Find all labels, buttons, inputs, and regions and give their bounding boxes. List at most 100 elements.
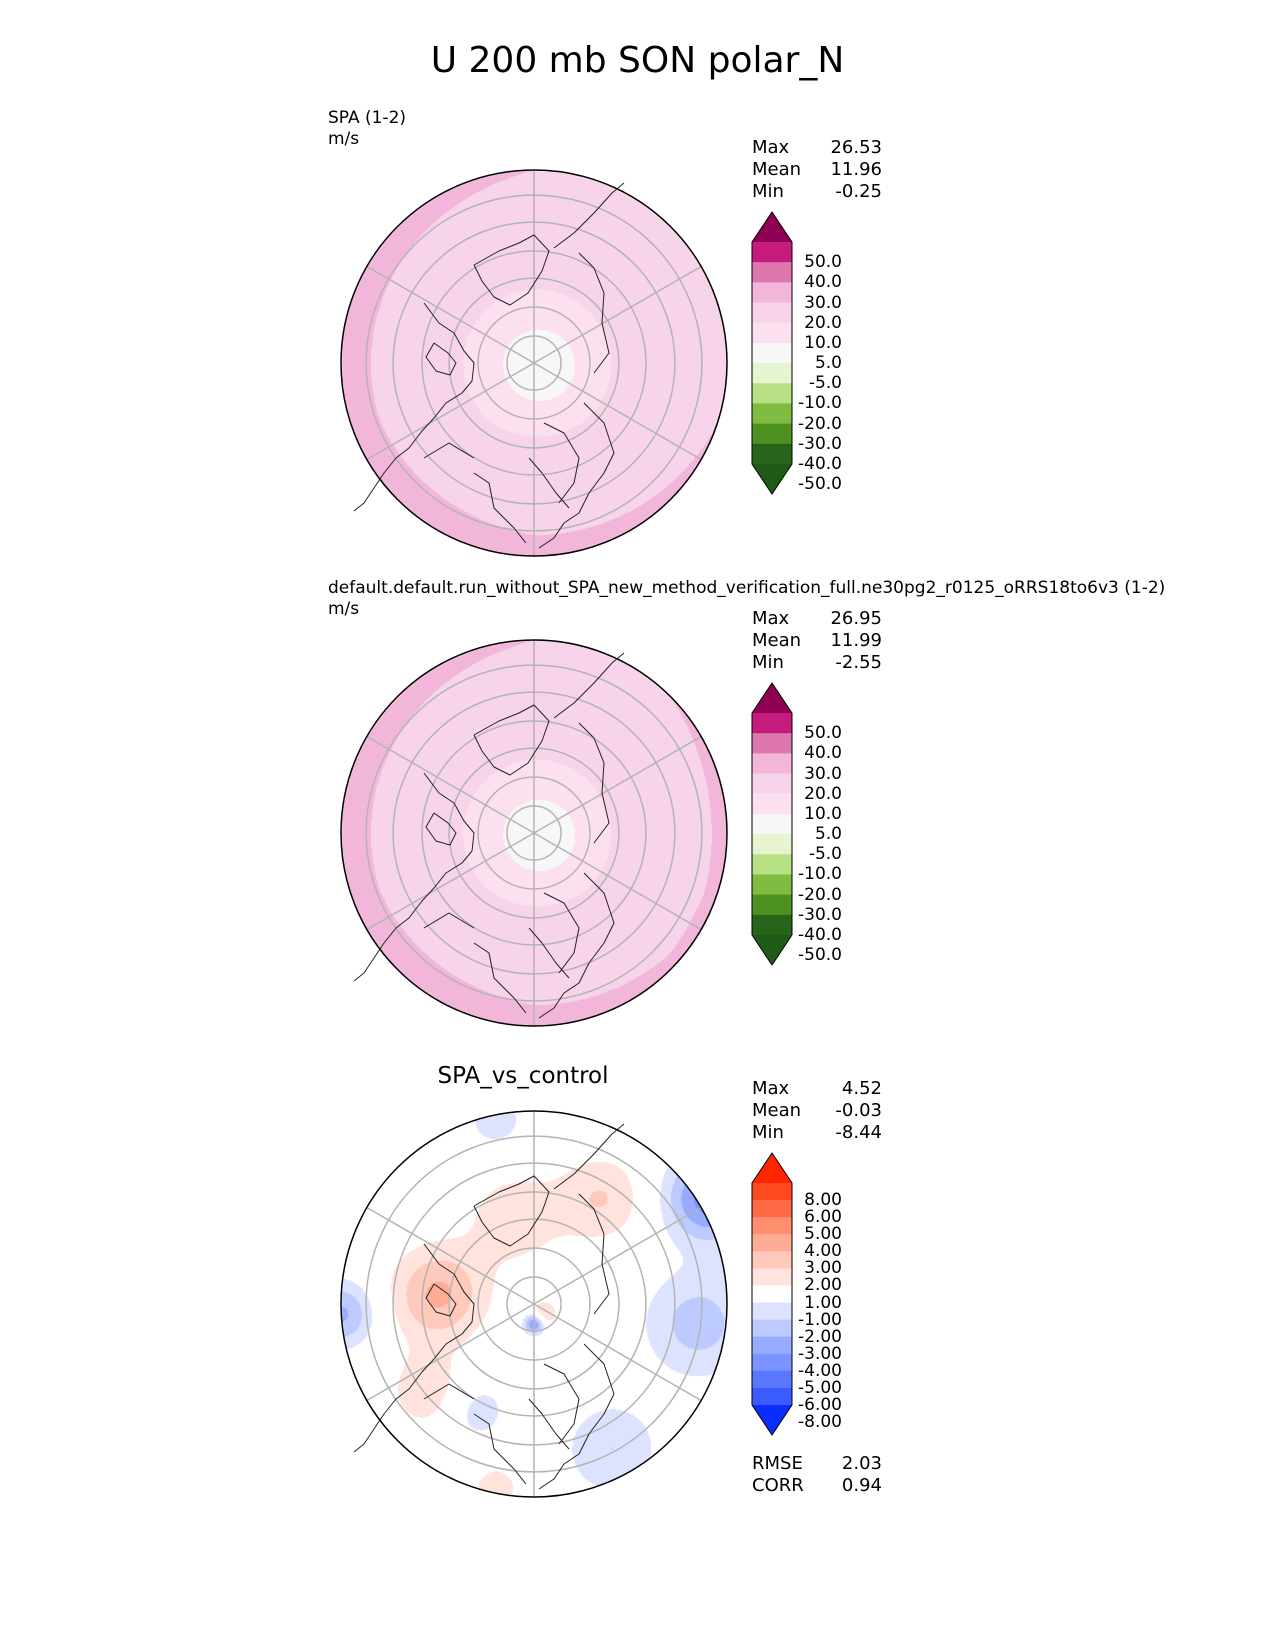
colorbar-swatch [752, 1302, 792, 1321]
colorbar-swatch [752, 403, 792, 425]
colorbar-swatch [752, 854, 792, 875]
colorbar-tick-label: 40.0 [804, 743, 842, 764]
colorbar-tick-label: -40.0 [798, 454, 842, 474]
metric-label-corr: CORR [752, 1475, 804, 1496]
colorbar-swatch [752, 1200, 792, 1218]
stat-label-mean: Mean [752, 1100, 802, 1121]
colorbar-tick-label: 40.0 [804, 272, 842, 293]
colorbar-swatch [752, 834, 792, 855]
map-boundary [340, 1110, 728, 1498]
panel2-name: default.default.run_without_SPA_new_meth… [328, 578, 1166, 598]
colorbar-outline [751, 682, 793, 966]
colorbar-tick-label: 20.0 [804, 783, 842, 804]
colorbar-tick-label: 8.00 [804, 1190, 842, 1211]
stat-value-min: -2.55 [835, 652, 882, 673]
panel2-stats: Max 26.95 Mean 11.99 Min -2.55 [752, 608, 882, 674]
stat-label-max: Max [752, 1078, 790, 1099]
stat-value-mean: 11.99 [830, 630, 882, 651]
stat-row-mean: Mean -0.03 [752, 1100, 882, 1122]
meridian-line [557, 265, 702, 351]
colorbar-swatch [752, 1268, 792, 1286]
colorbar-tick-label: -1.00 [798, 1309, 842, 1330]
meridian-line [510, 348, 535, 364]
meridian-line [366, 735, 511, 821]
stat-row-max: Max 26.53 [752, 137, 882, 159]
stat-label-min: Min [752, 181, 784, 202]
panel1-map [327, 156, 741, 570]
colorbar-tick-label: -2.00 [798, 1326, 842, 1347]
colorbar-graphic [751, 1152, 793, 1436]
colorbar-tick-label: 20.0 [804, 312, 842, 333]
colorbar-tick-label: -10.0 [798, 864, 842, 885]
stat-label-mean: Mean [752, 159, 802, 180]
metric-row-rmse: RMSE 2.03 [752, 1453, 882, 1475]
metric-row-corr: CORR 0.94 [752, 1475, 882, 1497]
stat-label-min: Min [752, 652, 784, 673]
coastline [425, 812, 457, 846]
meridian-line [533, 1289, 558, 1305]
meridian-line [510, 832, 535, 848]
colorbar-tick-label: 3.00 [804, 1258, 842, 1279]
coastline [425, 342, 457, 376]
colorbar-tick-label: -4.00 [798, 1360, 842, 1381]
meridian-line [557, 375, 702, 461]
colorbar-swatch [752, 322, 792, 344]
colorbar-outline [751, 1152, 793, 1436]
stat-value-max: 26.53 [830, 137, 882, 158]
panel2-units: m/s [328, 599, 360, 619]
panel1-colorbar: 50.0 40.0 30.0 20.0 10.0 5.0 -5.0 -10.0 -20.0 -30… [751, 211, 882, 495]
colorbar-tick-label: -50.0 [798, 474, 842, 495]
stat-row-mean: Mean 11.96 [752, 159, 882, 181]
stat-row-max: Max 4.52 [752, 1078, 882, 1100]
map-overlay [340, 639, 728, 1027]
meridian-line [366, 845, 511, 931]
coastline [538, 402, 615, 549]
colorbar-swatch [752, 1217, 792, 1235]
colorbar-tick-label: -20.0 [798, 884, 842, 905]
colorbar-tick-label: -30.0 [798, 433, 842, 454]
coastline [543, 1363, 580, 1445]
colorbar-swatch [752, 1370, 792, 1389]
colorbar-swatch [752, 793, 792, 815]
colorbar-swatch [752, 383, 792, 404]
colorbar-graphic [751, 211, 793, 495]
colorbar-extend-max [752, 683, 792, 713]
coastline [528, 1398, 570, 1450]
coastline [473, 942, 527, 1014]
meridian-line [366, 265, 511, 351]
panel3-title: SPA_vs_control [437, 1063, 609, 1089]
coastline [353, 772, 475, 982]
coastline [423, 912, 475, 929]
colorbar-tick-label: 4.00 [804, 1241, 842, 1262]
colorbar-swatch [752, 1285, 792, 1304]
panel2-colorbar: 50.0 40.0 30.0 20.0 10.0 5.0 -5.0 -10.0 -20.0 -30… [751, 682, 882, 966]
coastline [543, 422, 580, 504]
meridian-line [510, 1289, 535, 1305]
coastline [553, 652, 625, 719]
coastline [473, 1175, 550, 1247]
colorbar-swatch [752, 1319, 792, 1338]
coastline [538, 1343, 615, 1490]
panel3-stats: Max 4.52 Mean -0.03 Min -8.44 [752, 1078, 882, 1144]
coastline [353, 1243, 475, 1453]
stat-value-min: -0.25 [835, 181, 882, 202]
metric-label-rmse: RMSE [752, 1453, 803, 1474]
meridian-line [533, 818, 558, 834]
colorbar-swatch [752, 1183, 792, 1201]
colorbar-swatch [752, 813, 792, 835]
colorbar-outline [751, 211, 793, 495]
colorbar-tick-label: -8.00 [798, 1412, 842, 1433]
colorbar-tick-label: 5.0 [814, 353, 842, 374]
stat-value-mean: -0.03 [835, 1100, 882, 1121]
metric-value-corr: 0.94 [841, 1475, 882, 1496]
colorbar-swatch [752, 1234, 792, 1252]
coastline [543, 892, 580, 974]
meridian-line [533, 362, 558, 378]
colorbar-tick-label: 30.0 [804, 292, 842, 313]
panel3-colorbar: 8.00 6.00 5.00 4.00 3.00 2.00 1.00 -1.00 -2.00 -3… [751, 1152, 882, 1436]
colorbar-swatch [752, 423, 792, 445]
colorbar-swatch [752, 874, 792, 896]
panel3-metrics: RMSE 2.03 CORR 0.94 [752, 1453, 882, 1497]
coastline [553, 1123, 625, 1190]
colorbar-graphic [751, 682, 793, 966]
